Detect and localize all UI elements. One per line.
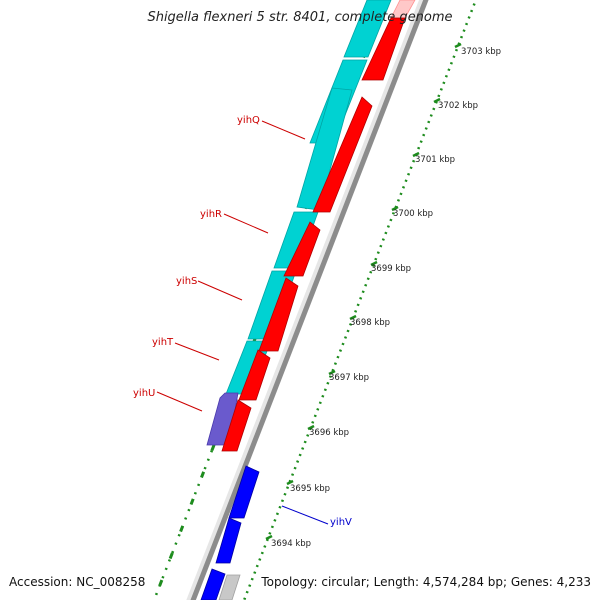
- ruler-tick-label: 3694 kbp: [271, 539, 311, 549]
- ruler-tick-label: 3702 kbp: [438, 101, 478, 111]
- gene-leader-line: [156, 391, 203, 412]
- gene-label-yihU: yihU: [133, 388, 155, 399]
- gene-label-yihS: yihS: [176, 276, 197, 287]
- cds-forward-grey: [218, 574, 241, 600]
- cds-forward-yihV: [228, 465, 260, 519]
- cds-reverse-top: [343, 0, 392, 58]
- ruler-tick-mark: [307, 424, 315, 431]
- accession-label: Accession: NC_008258: [9, 575, 146, 589]
- forward-strand-features: [221, 0, 416, 452]
- gene-labels: yihQ yihR yihS yihT yihU yihV: [133, 115, 352, 528]
- ruler-tick-label: 3700 kbp: [393, 209, 433, 219]
- ruler-tick-label: 3698 kbp: [350, 318, 390, 328]
- cds-reverse-long: [296, 87, 353, 211]
- ruler-tick-mark: [286, 479, 294, 486]
- ruler-tick-mark: [265, 534, 273, 541]
- gene-leader-line: [223, 213, 269, 234]
- cds-forward-yihR: [283, 221, 321, 277]
- cds-forward-blue-2: [215, 517, 242, 564]
- gene-leader-line: [261, 120, 306, 140]
- cds-forward-yihU: [221, 399, 252, 452]
- ruler-tick-label: 3697 kbp: [329, 373, 369, 383]
- gene-leader-line: [281, 505, 329, 525]
- genome-title: Shigella flexneri 5 str. 8401, complete …: [147, 10, 453, 25]
- ruler-tracks: [152, 0, 478, 600]
- ruler-tick-label: 3696 kbp: [309, 428, 349, 438]
- ruler-ticks: 3703 kbp 3702 kbp 3701 kbp 3700 kbp 3699…: [265, 42, 501, 549]
- ruler-tick-mark: [412, 151, 420, 158]
- cds-forward-top: [361, 17, 406, 81]
- ruler-tick-mark: [433, 97, 441, 104]
- ruler-tick-label: 3699 kbp: [371, 264, 411, 274]
- ruler-tick-label: 3695 kbp: [290, 484, 330, 494]
- gene-leader-line: [197, 280, 243, 301]
- ruler-tick-mark: [454, 42, 462, 49]
- gene-label-yihQ: yihQ: [237, 115, 260, 126]
- ruler-tick-mark: [328, 369, 336, 376]
- gene-label-yihR: yihR: [200, 209, 222, 220]
- forward-strand-blue-features: [200, 465, 260, 600]
- cds-forward-yihQ: [312, 96, 373, 213]
- cds-forward-yihT: [238, 349, 271, 401]
- ruler-tick-label: 3701 kbp: [415, 155, 455, 165]
- ruler-tick-mark: [370, 260, 378, 267]
- backbone: [186, 0, 429, 600]
- cds-forward-blue-3: [200, 568, 226, 600]
- genome-summary: Topology: circular; Length: 4,574,284 bp…: [261, 575, 591, 589]
- ruler-tick-mark: [349, 314, 357, 321]
- ruler-tick-label: 3703 kbp: [461, 47, 501, 57]
- ruler-tick-mark: [391, 205, 399, 212]
- gene-leader-line: [174, 342, 220, 361]
- gene-label-yihT: yihT: [152, 337, 174, 348]
- cds-forward-yihS: [258, 277, 299, 352]
- backbone-line: [190, 0, 429, 600]
- gene-label-yihV: yihV: [330, 517, 352, 528]
